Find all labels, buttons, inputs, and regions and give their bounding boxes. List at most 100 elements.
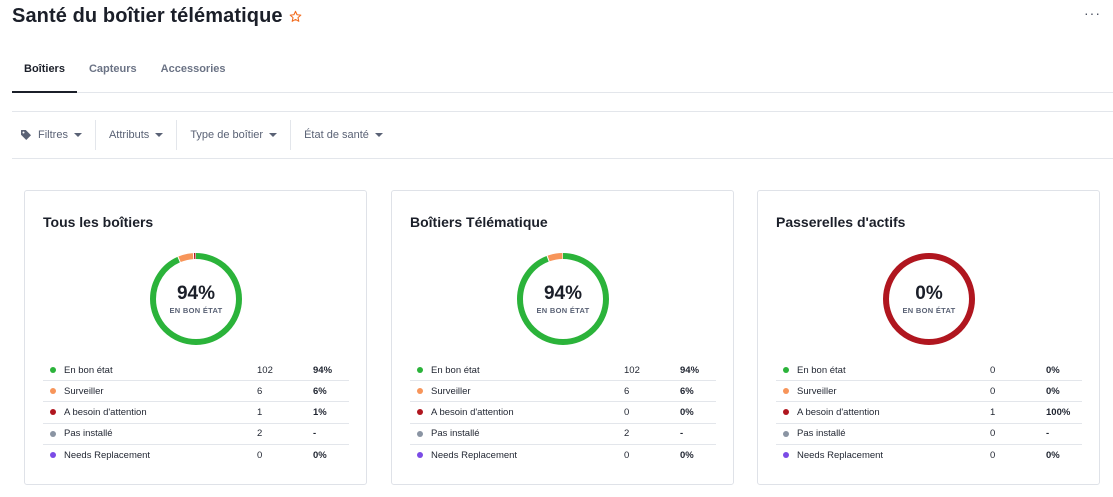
card-title: Boîtiers Télématique	[410, 214, 548, 230]
card-title: Passerelles d'actifs	[776, 214, 906, 230]
legend-row-surveiller[interactable]: Surveiller 6 6%	[43, 381, 349, 403]
filter-dropdown-type-de-boitier[interactable]: Type de boîtier	[177, 120, 292, 150]
chevron-down-icon	[269, 133, 278, 137]
star-outline-icon[interactable]	[289, 10, 302, 23]
tab-accessories[interactable]: Accessories	[160, 63, 226, 75]
status-dot	[783, 430, 789, 437]
status-count: 0	[990, 364, 996, 376]
status-percent: 0%	[680, 449, 694, 461]
legend-row-en-bon-etat[interactable]: En bon état 102 94%	[43, 360, 349, 382]
status-dot	[50, 409, 56, 416]
health-donut-chart	[150, 253, 242, 345]
status-label: Pas installé	[797, 428, 846, 440]
legend-row-pas-installe[interactable]: Pas installé 0 -	[776, 424, 1082, 445]
status-percent: 0%	[680, 406, 694, 418]
legend-row-en-bon-etat[interactable]: En bon état 102 94%	[410, 360, 716, 382]
status-label: En bon état	[64, 364, 113, 376]
status-dot	[417, 388, 423, 395]
legend-row-besoin-attention[interactable]: A besoin d'attention 1 100%	[776, 402, 1082, 424]
status-label: A besoin d'attention	[797, 406, 880, 418]
status-count: 102	[624, 364, 640, 376]
status-count: 6	[257, 385, 263, 397]
status-count: 0	[257, 449, 263, 461]
status-count: 0	[990, 385, 996, 397]
status-label: Surveiller	[64, 385, 104, 397]
health-percent-label: EN BON ÉTAT	[169, 305, 223, 315]
status-percent: 0%	[1046, 385, 1060, 397]
status-label: A besoin d'attention	[64, 406, 147, 418]
donut-center: 94% EN BON ÉTAT	[148, 251, 244, 347]
status-percent: 94%	[313, 364, 333, 376]
status-label: Surveiller	[797, 385, 837, 397]
legend-row-pas-installe[interactable]: Pas installé 2 -	[43, 424, 349, 445]
chevron-down-icon	[374, 133, 383, 137]
status-count: 0	[624, 449, 630, 461]
status-count: 1	[990, 406, 996, 418]
status-label: Needs Replacement	[797, 449, 884, 461]
tag-icon	[20, 129, 32, 141]
status-dot	[417, 452, 423, 459]
page-header: Santé du boîtier télématique	[12, 2, 302, 30]
status-percent: 94%	[680, 364, 700, 376]
legend-row-besoin-attention[interactable]: A besoin d'attention 1 1%	[43, 402, 349, 424]
status-dot	[417, 367, 423, 374]
status-label: Pas installé	[64, 428, 113, 440]
tab-capteurs[interactable]: Capteurs	[88, 63, 137, 75]
status-label: Pas installé	[431, 428, 480, 440]
status-count: 2	[257, 428, 263, 440]
filter-label: Type de boîtier	[190, 129, 264, 141]
health-percent: 94%	[176, 282, 216, 304]
tab-bar: Boîtiers Capteurs Accessories	[12, 52, 1113, 93]
status-percent: 0%	[313, 449, 327, 461]
legend-row-needs-replacement[interactable]: Needs Replacement 0 0%	[410, 445, 716, 466]
chevron-down-icon	[73, 133, 82, 137]
donut-segment-good	[150, 253, 242, 345]
status-percent: 1%	[313, 406, 327, 418]
status-percent: 6%	[313, 385, 327, 397]
filter-label: État de santé	[304, 129, 369, 141]
filter-dropdown-etat-de-sante[interactable]: État de santé	[291, 120, 396, 150]
status-count: 2	[624, 428, 630, 440]
filter-label: Filtres	[38, 129, 68, 141]
legend-row-pas-installe[interactable]: Pas installé 2 -	[410, 424, 716, 445]
health-legend: En bon état 102 94% Surveiller 6 6% A be…	[410, 360, 716, 466]
status-percent: -	[680, 428, 684, 440]
status-count: 0	[624, 406, 630, 418]
status-dot	[783, 367, 789, 374]
filter-bar: Filtres Attributs Type de boîtier État d…	[12, 111, 1113, 159]
health-donut-chart	[883, 253, 975, 345]
status-percent: 6%	[680, 385, 694, 397]
status-percent: -	[313, 428, 317, 440]
legend-row-en-bon-etat[interactable]: En bon état 0 0%	[776, 360, 1082, 382]
status-label: Needs Replacement	[64, 449, 151, 461]
legend-row-surveiller[interactable]: Surveiller 6 6%	[410, 381, 716, 403]
health-percent-label: EN BON ÉTAT	[536, 305, 590, 315]
filter-dropdown-attributs[interactable]: Attributs	[96, 120, 178, 150]
legend-row-besoin-attention[interactable]: A besoin d'attention 0 0%	[410, 402, 716, 424]
status-percent: 0%	[1046, 364, 1060, 376]
status-count: 6	[624, 385, 630, 397]
status-label: En bon état	[797, 364, 846, 376]
legend-row-needs-replacement[interactable]: Needs Replacement 0 0%	[43, 445, 349, 466]
more-horizontal-icon[interactable]: ···	[1084, 5, 1101, 21]
status-dot	[50, 367, 56, 374]
status-percent: -	[1046, 428, 1050, 440]
status-dot	[50, 388, 56, 395]
legend-row-surveiller[interactable]: Surveiller 0 0%	[776, 381, 1082, 403]
status-count: 102	[257, 364, 273, 376]
status-dot	[417, 409, 423, 416]
status-label: A besoin d'attention	[431, 406, 514, 418]
status-count: 1	[257, 406, 263, 418]
status-dot	[783, 452, 789, 459]
status-dot	[417, 430, 423, 437]
legend-row-needs-replacement[interactable]: Needs Replacement 0 0%	[776, 445, 1082, 466]
filter-dropdown-filtres[interactable]: Filtres	[12, 120, 96, 150]
health-percent-label: EN BON ÉTAT	[902, 305, 956, 315]
status-label: Needs Replacement	[431, 449, 518, 461]
health-card: Boîtiers Télématique 94% EN BON ÉTAT En …	[391, 190, 734, 485]
donut-center: 94% EN BON ÉTAT	[515, 251, 611, 347]
tab-boitiers[interactable]: Boîtiers	[12, 52, 77, 93]
status-dot	[50, 452, 56, 459]
status-dot	[783, 388, 789, 395]
status-percent: 0%	[1046, 449, 1060, 461]
